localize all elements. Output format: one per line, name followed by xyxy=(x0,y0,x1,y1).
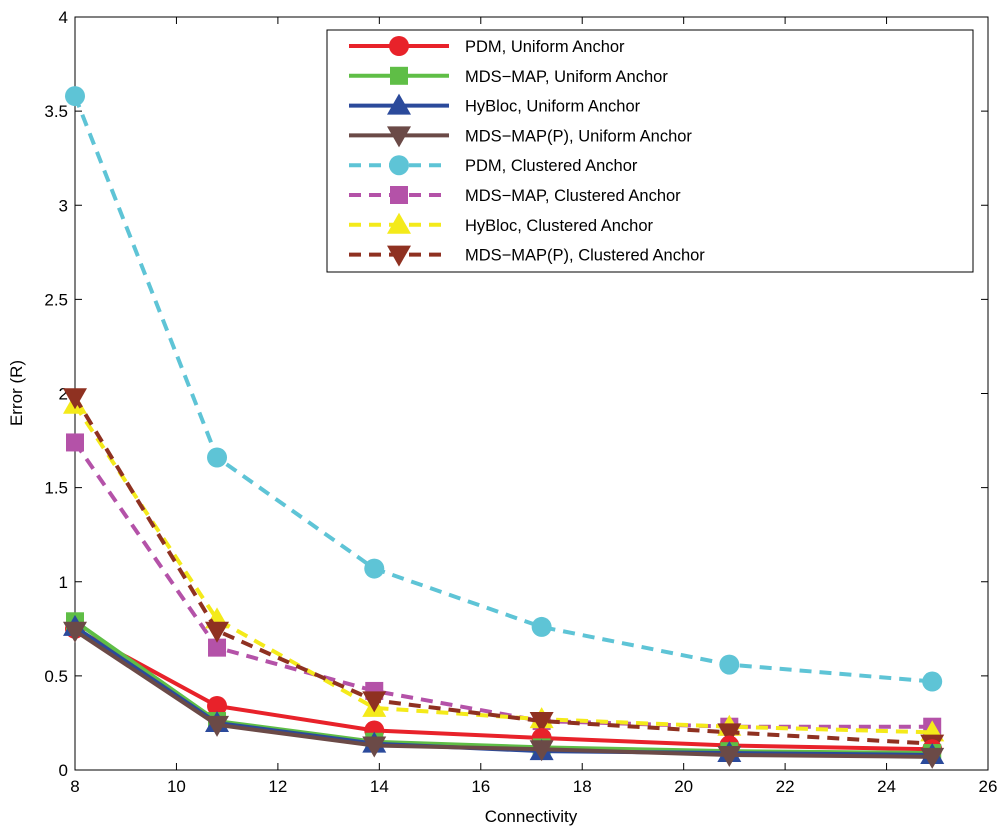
x-tick-label: 20 xyxy=(674,777,693,796)
series-line xyxy=(73,629,933,759)
x-tick-label: 24 xyxy=(877,777,896,796)
series-7 xyxy=(63,388,945,756)
series-line xyxy=(73,396,933,746)
legend-label: PDM, Clustered Anchor xyxy=(465,157,638,175)
legend-marker xyxy=(390,186,408,204)
x-tick-label: 12 xyxy=(268,777,287,796)
data-point xyxy=(63,621,87,643)
x-tick-label: 14 xyxy=(370,777,389,796)
y-tick-label: 2 xyxy=(59,385,68,404)
x-tick-label: 16 xyxy=(471,777,490,796)
data-point xyxy=(719,654,740,675)
legend-marker xyxy=(389,155,409,176)
data-point xyxy=(362,736,387,758)
data-point xyxy=(922,671,943,692)
data-point xyxy=(529,740,554,762)
data-point xyxy=(65,86,85,107)
series-line xyxy=(73,403,933,735)
data-point xyxy=(66,433,84,452)
legend-label: MDS−MAP(P), Clustered Anchor xyxy=(465,247,705,265)
data-point xyxy=(208,638,227,657)
data-point xyxy=(207,447,228,468)
y-tick-label: 3 xyxy=(59,196,68,215)
x-tick-label: 22 xyxy=(776,777,795,796)
y-tick-label: 1.5 xyxy=(44,479,68,498)
legend: PDM, Uniform Anchor MDS−MAP, Uniform Anch… xyxy=(326,29,974,273)
legend-label: MDS−MAP, Uniform Anchor xyxy=(465,68,668,86)
legend-item: PDM, Clustered Anchor xyxy=(349,155,638,176)
legend-item: MDS−MAP, Uniform Anchor xyxy=(349,66,668,86)
data-point xyxy=(717,723,742,745)
data-point xyxy=(205,621,230,643)
legend-box xyxy=(326,29,974,273)
data-point xyxy=(717,745,742,767)
legend-marker xyxy=(387,93,411,115)
legend-item: HyBloc, Clustered Anchor xyxy=(349,212,654,235)
legend-marker xyxy=(389,36,409,56)
y-axis-label: Error (R) xyxy=(7,360,26,426)
data-point xyxy=(529,712,554,734)
x-tick-label: 18 xyxy=(573,777,592,796)
legend-item: MDS−MAP(P), Clustered Anchor xyxy=(349,245,705,267)
legend-label: MDS−MAP, Clustered Anchor xyxy=(465,187,681,205)
legend-label: MDS−MAP(P), Uniform Anchor xyxy=(465,127,692,145)
data-point xyxy=(531,616,552,637)
y-tick-label: 2.5 xyxy=(44,290,68,309)
legend-marker xyxy=(387,212,411,234)
legend-marker xyxy=(387,126,411,148)
x-axis-label: Connectivity xyxy=(485,807,578,826)
legend-item: PDM, Uniform Anchor xyxy=(349,36,625,56)
axis-ticks: 8 10 12 14 16 18 20 22 24 26 0 0.5 1 1.5 2 2.5 3 3.5 4 xyxy=(44,8,997,796)
series-line xyxy=(74,627,933,752)
legend-marker xyxy=(390,66,408,85)
series-3 xyxy=(63,621,945,769)
legend-label: HyBloc, Uniform Anchor xyxy=(465,98,641,116)
legend-marker xyxy=(387,245,411,267)
x-tick-label: 8 xyxy=(70,777,79,796)
y-tick-label: 0 xyxy=(59,761,68,780)
legend-label: HyBloc, Clustered Anchor xyxy=(465,217,654,235)
y-tick-label: 3.5 xyxy=(44,102,68,121)
data-point xyxy=(364,558,385,579)
series-line xyxy=(73,95,933,684)
y-tick-label: 4 xyxy=(59,8,68,27)
x-tick-label: 26 xyxy=(979,777,998,796)
legend-item: MDS−MAP, Clustered Anchor xyxy=(349,186,681,205)
data-point xyxy=(207,695,228,716)
series-4 xyxy=(65,86,943,692)
y-tick-label: 1 xyxy=(59,573,68,592)
legend-item: HyBloc, Uniform Anchor xyxy=(349,93,641,116)
data-point xyxy=(362,691,387,713)
series-layer xyxy=(63,86,945,769)
x-tick-label: 10 xyxy=(167,777,186,796)
data-point xyxy=(920,747,945,769)
data-point xyxy=(63,388,87,410)
data-point xyxy=(205,715,230,737)
legend-label: PDM, Uniform Anchor xyxy=(465,38,625,56)
y-tick-label: 0.5 xyxy=(44,667,68,686)
legend-item: MDS−MAP(P), Uniform Anchor xyxy=(349,126,692,148)
